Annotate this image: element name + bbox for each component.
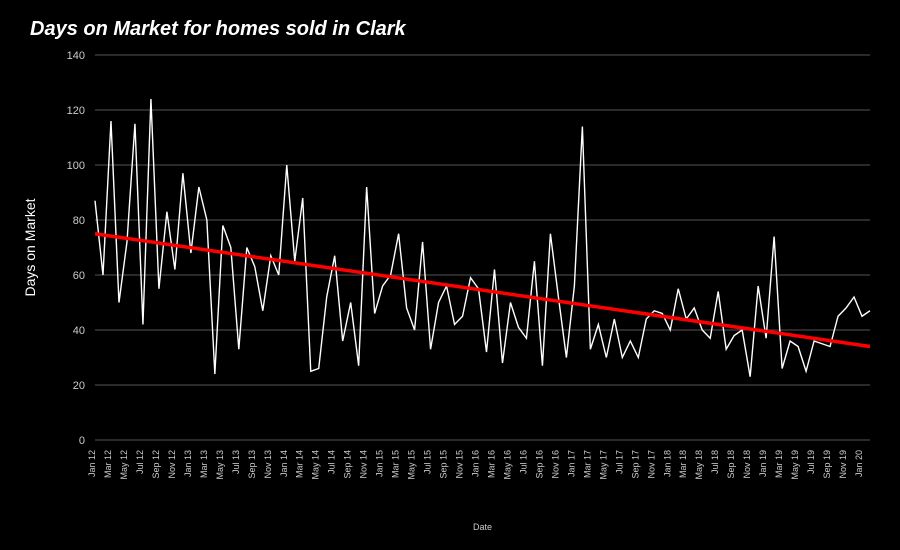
x-tick-label: Sep 13 [247, 450, 257, 479]
x-tick-label: May 14 [311, 450, 321, 480]
x-axis: Jan 12 Mar 12 May 12 Jul 12 Sep 12 Nov 12 Jan … [87, 450, 864, 480]
x-tick-label: Mar 19 [774, 450, 784, 478]
x-tick-label: Jul 17 [614, 450, 624, 474]
x-axis-title: Date [473, 522, 492, 532]
x-tick-label: Jul 12 [135, 450, 145, 474]
y-tick-label: 60 [73, 270, 85, 282]
x-tick-label: Sep 14 [343, 450, 353, 479]
y-tick-label: 20 [73, 380, 85, 392]
x-tick-label: Jan 12 [87, 450, 97, 477]
x-tick-label: Nov 18 [742, 450, 752, 479]
x-tick-label: Sep 19 [822, 450, 832, 479]
x-tick-label: May 13 [215, 450, 225, 480]
x-tick-label: Sep 15 [439, 450, 449, 479]
chart-svg: 0 20 40 60 80 100 120 140 Jan 12 Mar 12 May 12 Jul … [0, 0, 900, 550]
x-tick-label: May 17 [598, 450, 608, 480]
y-tick-label: 120 [67, 105, 85, 117]
y-tick-label: 40 [73, 325, 85, 337]
x-tick-label: May 12 [119, 450, 129, 480]
y-axis: 0 20 40 60 80 100 120 140 [67, 50, 85, 447]
x-tick-label: Jul 13 [231, 450, 241, 474]
x-tick-label: Sep 16 [534, 450, 544, 479]
x-tick-label: Nov 16 [550, 450, 560, 479]
x-tick-label: May 15 [407, 450, 417, 480]
x-tick-label: May 19 [790, 450, 800, 480]
x-tick-label: Jul 14 [327, 450, 337, 474]
x-tick-label: Jan 14 [279, 450, 289, 477]
x-tick-label: Jan 16 [471, 450, 481, 477]
x-tick-label: Jul 19 [806, 450, 816, 474]
x-tick-label: Mar 14 [295, 450, 305, 478]
y-tick-label: 100 [67, 160, 85, 172]
gridlines [95, 55, 870, 440]
y-tick-label: 140 [67, 50, 85, 62]
x-tick-label: Mar 17 [582, 450, 592, 478]
x-tick-label: Nov 14 [359, 450, 369, 479]
y-tick-label: 80 [73, 215, 85, 227]
x-tick-label: Jan 18 [662, 450, 672, 477]
x-tick-label: Jul 16 [518, 450, 528, 474]
x-tick-label: Mar 18 [678, 450, 688, 478]
y-tick-label: 0 [79, 435, 85, 447]
chart-container: Days on Market for homes sold in Clark 0… [0, 0, 900, 550]
x-tick-label: Nov 17 [646, 450, 656, 479]
x-tick-label: Mar 15 [391, 450, 401, 478]
x-tick-label: Jul 15 [423, 450, 433, 474]
x-tick-label: Sep 12 [151, 450, 161, 479]
x-tick-label: Jan 19 [758, 450, 768, 477]
x-tick-label: May 18 [694, 450, 704, 480]
x-tick-label: Sep 18 [726, 450, 736, 479]
x-tick-label: Jan 13 [183, 450, 193, 477]
x-tick-label: Sep 17 [630, 450, 640, 479]
x-tick-label: Mar 16 [486, 450, 496, 478]
x-tick-label: Jan 15 [375, 450, 385, 477]
y-axis-title: Days on Market [22, 198, 38, 296]
x-tick-label: Nov 12 [167, 450, 177, 479]
x-tick-label: Jan 20 [854, 450, 864, 477]
x-tick-label: May 16 [502, 450, 512, 480]
x-tick-label: Nov 15 [455, 450, 465, 479]
series-line [95, 99, 870, 377]
x-tick-label: Mar 12 [103, 450, 113, 478]
x-tick-label: Nov 13 [263, 450, 273, 479]
x-tick-label: Jan 17 [566, 450, 576, 477]
x-tick-label: Jul 18 [710, 450, 720, 474]
x-tick-label: Mar 13 [199, 450, 209, 478]
x-tick-label: Nov 19 [838, 450, 848, 479]
